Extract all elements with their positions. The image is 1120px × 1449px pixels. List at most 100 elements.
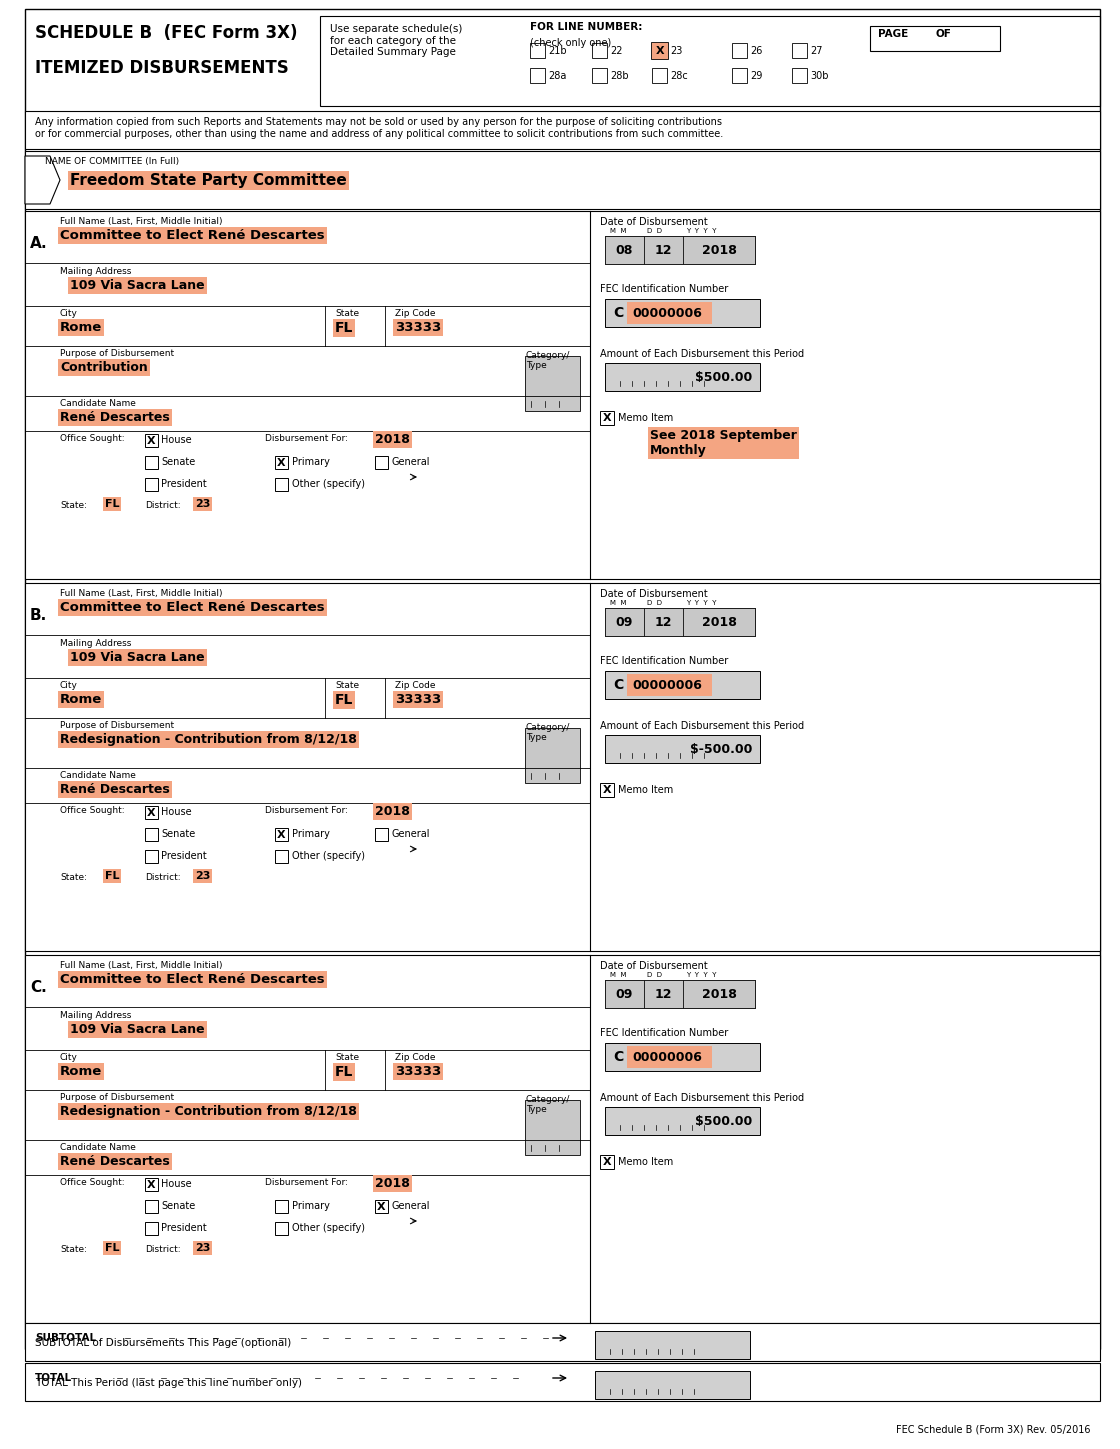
Text: X: X: [603, 785, 612, 796]
Bar: [605, 609, 755, 636]
Text: C.: C.: [30, 980, 47, 995]
Text: C: C: [613, 678, 623, 693]
Text: Office Sought:: Office Sought:: [60, 806, 124, 814]
Text: NAME OF COMMITTEE (In Full): NAME OF COMMITTEE (In Full): [45, 156, 179, 167]
Bar: [605, 1043, 760, 1071]
Text: Senate: Senate: [161, 1201, 195, 1211]
Text: 21b: 21b: [548, 46, 567, 57]
Text: Y  Y  Y  Y: Y Y Y Y: [685, 600, 717, 606]
Bar: [144, 1178, 158, 1191]
Text: 09: 09: [616, 988, 633, 1000]
Text: 109 Via Sacra Lane: 109 Via Sacra Lane: [69, 651, 205, 664]
Text: Amount of Each Disbursement this Period: Amount of Each Disbursement this Period: [600, 1093, 804, 1103]
Text: Memo Item: Memo Item: [618, 1156, 673, 1166]
Text: Use separate schedule(s)
for each category of the
Detailed Summary Page: Use separate schedule(s) for each catego…: [330, 25, 463, 57]
Text: ITEMIZED DISBURSEMENTS: ITEMIZED DISBURSEMENTS: [35, 59, 289, 77]
Bar: [683, 609, 755, 636]
Bar: [644, 980, 683, 1009]
Text: 12: 12: [655, 616, 672, 629]
Bar: [525, 356, 580, 412]
Text: District:: District:: [144, 872, 180, 882]
Text: PAGE: PAGE: [878, 29, 908, 39]
Bar: [592, 68, 607, 83]
Bar: [627, 674, 712, 696]
Text: FL: FL: [335, 322, 354, 335]
Text: House: House: [161, 807, 192, 817]
Text: Zip Code: Zip Code: [395, 309, 436, 317]
Bar: [144, 1222, 158, 1235]
Text: City: City: [60, 1053, 78, 1062]
Text: State: State: [335, 1053, 360, 1062]
Text: State: State: [335, 681, 360, 690]
Text: Memo Item: Memo Item: [618, 785, 673, 796]
Text: FEC Identification Number: FEC Identification Number: [600, 284, 728, 294]
Text: $-500.00: $-500.00: [690, 742, 752, 755]
Text: Candidate Name: Candidate Name: [60, 771, 136, 780]
Text: Rome: Rome: [60, 1065, 102, 1078]
Bar: [276, 1200, 288, 1213]
Text: Redesignation - Contribution from 8/12/18: Redesignation - Contribution from 8/12/1…: [60, 1106, 357, 1119]
Text: Contribution: Contribution: [60, 361, 148, 374]
Bar: [644, 609, 683, 636]
Text: FEC Schedule B (Form 3X) Rev. 05/2016: FEC Schedule B (Form 3X) Rev. 05/2016: [896, 1424, 1090, 1435]
Bar: [25, 582, 1100, 951]
Text: Primary: Primary: [292, 1201, 330, 1211]
Text: X: X: [277, 458, 286, 468]
Text: See 2018 September
Monthly: See 2018 September Monthly: [650, 429, 796, 456]
Text: 33333: 33333: [395, 693, 441, 706]
Bar: [530, 68, 545, 83]
Bar: [276, 478, 288, 491]
Text: 23: 23: [195, 871, 211, 881]
Bar: [605, 735, 760, 764]
Text: Category/
Type: Category/ Type: [526, 723, 570, 742]
Text: Y  Y  Y  Y: Y Y Y Y: [685, 972, 717, 978]
Text: Date of Disbursement: Date of Disbursement: [600, 217, 708, 227]
Text: FEC Identification Number: FEC Identification Number: [600, 1027, 728, 1037]
Bar: [595, 1332, 750, 1359]
Text: Purpose of Disbursement: Purpose of Disbursement: [60, 349, 174, 358]
Bar: [276, 1222, 288, 1235]
Text: Category/
Type: Category/ Type: [526, 1095, 570, 1114]
Text: Candidate Name: Candidate Name: [60, 1143, 136, 1152]
Text: 2018: 2018: [375, 1177, 410, 1190]
Bar: [144, 827, 158, 840]
Text: Rome: Rome: [60, 693, 102, 706]
Text: Full Name (Last, First, Middle Initial): Full Name (Last, First, Middle Initial): [60, 961, 223, 969]
Bar: [605, 980, 644, 1009]
Text: $500.00: $500.00: [694, 1114, 752, 1127]
Bar: [600, 412, 614, 425]
Text: Primary: Primary: [292, 456, 330, 467]
Bar: [644, 236, 683, 264]
Text: FL: FL: [105, 871, 120, 881]
Bar: [683, 236, 755, 264]
Text: SUBTOTAL: SUBTOTAL: [35, 1333, 96, 1343]
Text: TOTAL This Period (last page this line number only): TOTAL This Period (last page this line n…: [35, 1378, 302, 1388]
Text: $500.00: $500.00: [694, 371, 752, 384]
Text: General: General: [392, 829, 430, 839]
Text: B.: B.: [30, 609, 47, 623]
Text: X: X: [277, 829, 286, 839]
Text: FOR LINE NUMBER:: FOR LINE NUMBER:: [530, 22, 643, 32]
Bar: [870, 26, 1000, 51]
Bar: [792, 43, 808, 58]
Text: A.: A.: [30, 236, 48, 251]
Bar: [276, 827, 288, 840]
Text: 28a: 28a: [548, 71, 567, 81]
Text: Disbursement For:: Disbursement For:: [265, 1178, 348, 1187]
Bar: [320, 16, 1100, 106]
Text: Disbursement For:: Disbursement For:: [265, 806, 348, 814]
Text: C: C: [613, 306, 623, 320]
Text: Committee to Elect René Descartes: Committee to Elect René Descartes: [60, 972, 325, 985]
Bar: [600, 782, 614, 797]
Bar: [25, 112, 1100, 149]
Bar: [605, 236, 644, 264]
Bar: [144, 478, 158, 491]
Text: State:: State:: [60, 501, 87, 510]
Polygon shape: [25, 156, 60, 204]
Text: Mailing Address: Mailing Address: [60, 267, 131, 275]
Text: House: House: [161, 1179, 192, 1190]
Bar: [627, 1046, 712, 1068]
Text: 2018: 2018: [375, 806, 410, 819]
Text: City: City: [60, 309, 78, 317]
Text: President: President: [161, 1223, 207, 1233]
